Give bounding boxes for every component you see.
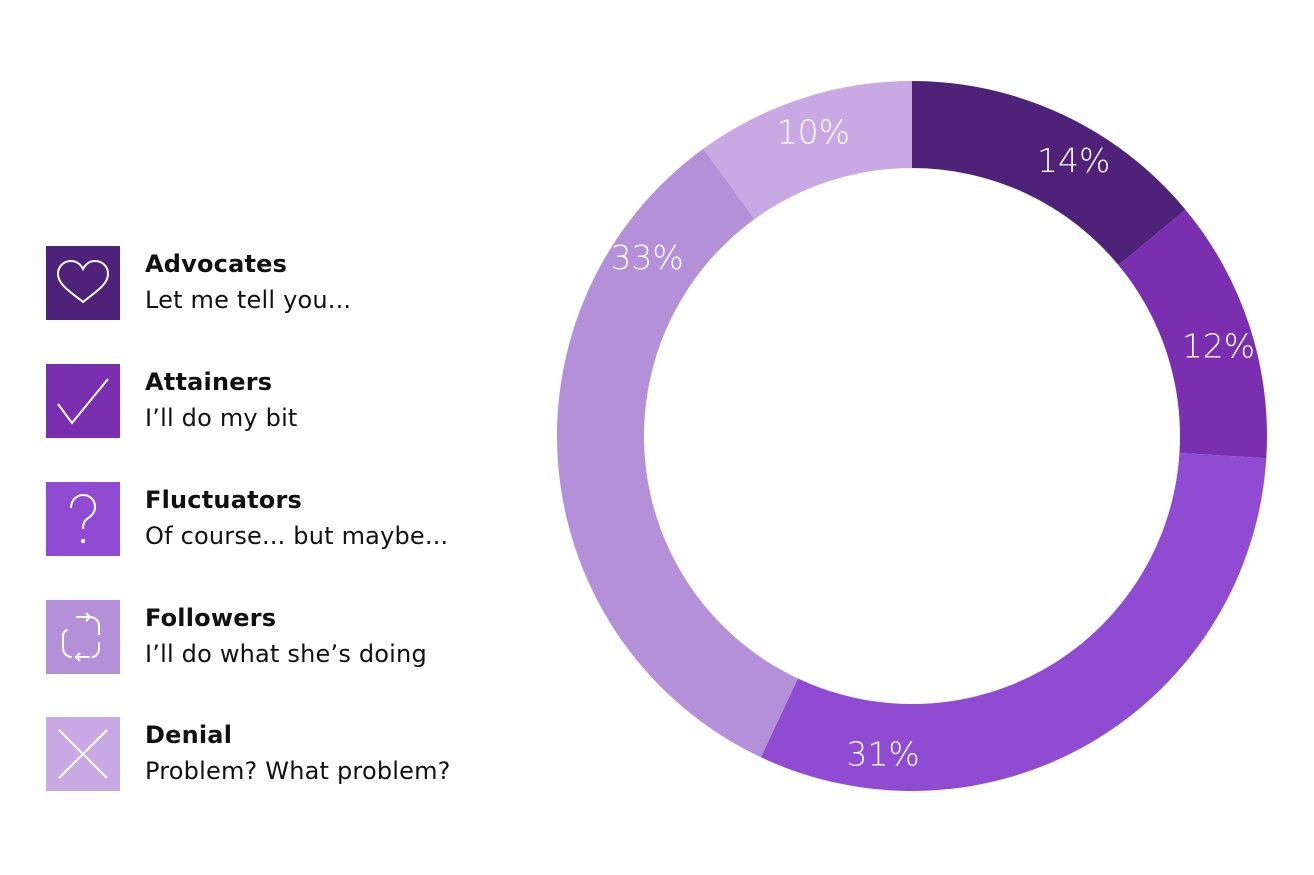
question-icon [70,493,97,544]
slice-label-advocates: 14% [1037,141,1110,180]
slice-fluctuators [760,452,1267,791]
slice-followers [556,148,798,758]
donut-slices [556,81,1267,791]
cross-icon [58,729,108,779]
legend-description: I’ll do my bit [145,404,298,432]
legend-description: I’ll do what she’s doing [145,640,427,668]
donut-labels: 14% 12% 31% 33% 10% [610,113,1255,774]
slice-label-attainers: 12% [1182,326,1255,365]
repeat-icon [62,612,100,662]
heart-icon [56,259,110,304]
legend-swatch [46,246,120,320]
legend-item-fluctuators: Fluctuators Of course... but maybe... [46,482,526,556]
legend-label: Advocates [145,250,288,278]
legend-swatch [46,482,120,556]
slice-attainers [1118,209,1267,459]
legend-item-followers: Followers I’ll do what she’s doing [46,600,526,674]
legend-swatch [46,364,120,438]
slice-label-denial: 10% [777,113,850,152]
check-icon [57,378,109,425]
legend-swatch [46,717,120,791]
legend-label: Denial [145,721,233,749]
legend-item-denial: Denial Problem? What problem? [46,717,526,791]
legend-label: Followers [145,604,277,632]
legend-description: Problem? What problem? [145,757,451,785]
legend-label: Fluctuators [145,486,302,514]
legend-description: Let me tell you... [145,286,352,314]
legend-swatch [46,600,120,674]
slice-denial [703,81,912,220]
slice-label-followers: 33% [610,238,683,277]
legend-label: Attainers [145,368,273,396]
legend-item-advocates: Advocates Let me tell you... [46,246,526,320]
slice-advocates [912,81,1186,266]
legend-description: Of course... but maybe... [145,522,449,550]
slice-label-fluctuators: 31% [846,735,919,774]
legend-item-attainers: Attainers I’ll do my bit [46,364,526,438]
